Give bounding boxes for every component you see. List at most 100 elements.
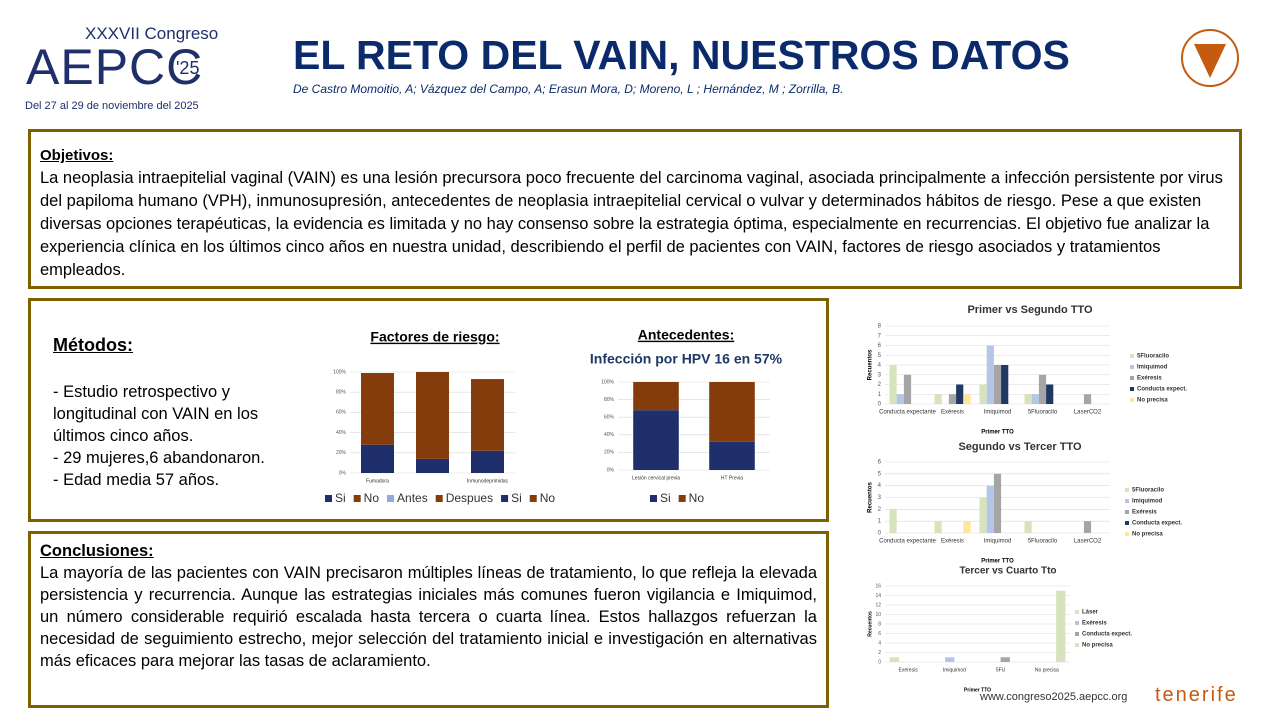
legend-label: Si — [660, 491, 671, 505]
legend-swatch — [353, 495, 361, 502]
bar-segment — [361, 444, 394, 473]
authors: De Castro Momoitio, A; Vázquez del Campo… — [293, 82, 844, 96]
bar — [1000, 657, 1010, 662]
bar — [903, 374, 912, 404]
y-tick-label: 10 — [875, 612, 881, 618]
bar-segment — [633, 410, 679, 470]
item: - 29 mujeres,6 abandonaron. — [53, 449, 265, 467]
year: '25 — [176, 58, 200, 78]
x-tick-label: LaserCO2 — [1074, 539, 1102, 545]
legend-swatch — [501, 495, 509, 502]
bar — [986, 485, 994, 533]
paragraph: La neoplasia intraepitelial vaginal (VAI… — [40, 169, 1223, 279]
legend-swatch — [435, 495, 443, 502]
chart-title: Factores de riesgo: — [370, 329, 499, 345]
conclusiones-box: Conclusiones: La mayoría de las paciente… — [28, 531, 829, 708]
x-tick-label: Lesión cervical previa — [632, 475, 680, 481]
y-tick-label: 2 — [878, 650, 881, 656]
y-tick-label: 2 — [878, 507, 882, 513]
y-tick-label: 12 — [875, 602, 881, 608]
x-tick-label: HT Previa — [721, 475, 743, 481]
y-tick-label: 6 — [878, 460, 882, 466]
legend-swatch — [678, 495, 686, 502]
legend-label: Antes — [397, 491, 428, 505]
legend-swatch — [1130, 376, 1134, 380]
x-tick-label: Fumadora — [366, 478, 389, 484]
y-tick-label: 4 — [878, 363, 882, 369]
x-axis-label: Primer TTO — [981, 430, 1014, 436]
legend-label: Si — [511, 491, 522, 505]
y-tick-label: 5 — [878, 471, 882, 477]
bar — [986, 345, 994, 404]
item: - Estudio retrospectivo y longitudinal c… — [53, 383, 259, 445]
legend-swatch — [1125, 488, 1129, 492]
legend-label: Conducta expect. — [1132, 521, 1182, 527]
list: - Estudio retrospectivo y longitudinal c… — [53, 381, 303, 491]
bar — [963, 394, 971, 404]
bar — [945, 657, 955, 662]
y-tick-label: 6 — [878, 343, 882, 349]
legend-label: No precisa — [1132, 532, 1163, 538]
bar — [934, 521, 942, 533]
brand: AEPCC — [26, 39, 204, 95]
x-tick-label: Exéresis — [899, 667, 919, 673]
bar — [979, 384, 987, 404]
bar — [948, 394, 957, 404]
legend-label: Conducta expect. — [1137, 387, 1187, 393]
x-tick-label: Conducta expectante — [879, 539, 936, 545]
chart-title: Antecedentes: — [638, 327, 734, 343]
bar-segment — [471, 379, 504, 451]
bar-segment — [416, 458, 449, 473]
legend-label: Despues — [446, 491, 493, 505]
bar — [1083, 394, 1092, 404]
x-tick-label: Imiquimod — [943, 667, 966, 673]
dates: Del 27 al 29 de noviembre del 2025 — [25, 100, 199, 112]
legend-label: Conducta expect. — [1082, 632, 1132, 638]
bar — [1046, 384, 1054, 404]
legend-label: No — [689, 491, 705, 505]
legend-swatch — [1125, 532, 1129, 536]
y-tick-label: 0 — [878, 659, 881, 665]
url: www.congreso2025.aepcc.org — [980, 691, 1128, 703]
y-tick-label: 1 — [878, 519, 882, 525]
legend-swatch — [1130, 398, 1134, 402]
bar — [993, 473, 1002, 533]
legend-label: No — [364, 491, 380, 505]
legend-label: Imiquimod — [1132, 499, 1163, 505]
y-tick-label: 80% — [336, 390, 347, 396]
legend-swatch — [1125, 510, 1129, 514]
legend-label: No precisa — [1082, 643, 1113, 649]
legend-swatch — [1130, 365, 1134, 369]
legend-swatch — [1075, 621, 1079, 625]
legend-label: Imiquimod — [1137, 365, 1168, 371]
y-tick-label: 14 — [875, 593, 881, 599]
bar — [1024, 394, 1032, 404]
heading: Objetivos: — [40, 147, 114, 164]
congress: XXXVII Congreso — [85, 24, 219, 43]
bar — [896, 394, 904, 404]
objetivos-box: Objetivos: La neoplasia intraepitelial v… — [28, 129, 1242, 289]
y-tick-label: 6 — [878, 631, 881, 637]
y-tick-label: 5 — [878, 353, 882, 359]
title: EL RETO DEL VAIN, NUESTROS DATOS — [293, 32, 1070, 78]
y-tick-label: 8 — [878, 324, 882, 330]
x-tick-label: No precisa — [1035, 667, 1059, 673]
chart-subtitle: Infección por HPV 16 en 57% — [590, 351, 783, 367]
bar-segment — [709, 441, 755, 470]
y-tick-label: 40% — [336, 430, 347, 436]
x-tick-label: 5Fluoracilo — [1028, 410, 1058, 416]
y-tick-label: 8 — [878, 621, 881, 627]
paragraph: La mayoría de las pacientes con VAIN pre… — [40, 564, 817, 670]
y-tick-label: 1 — [878, 392, 882, 398]
bar — [993, 365, 1002, 404]
y-tick-label: 3 — [878, 372, 882, 378]
bar — [1024, 521, 1032, 533]
bar — [956, 384, 964, 404]
y-tick-label: 3 — [878, 495, 882, 501]
logo — [1181, 29, 1239, 87]
legend-swatch — [1075, 632, 1079, 636]
y-tick-label: 60% — [336, 410, 347, 416]
y-tick-label: 16 — [875, 583, 881, 589]
legend-swatch — [1130, 387, 1134, 391]
